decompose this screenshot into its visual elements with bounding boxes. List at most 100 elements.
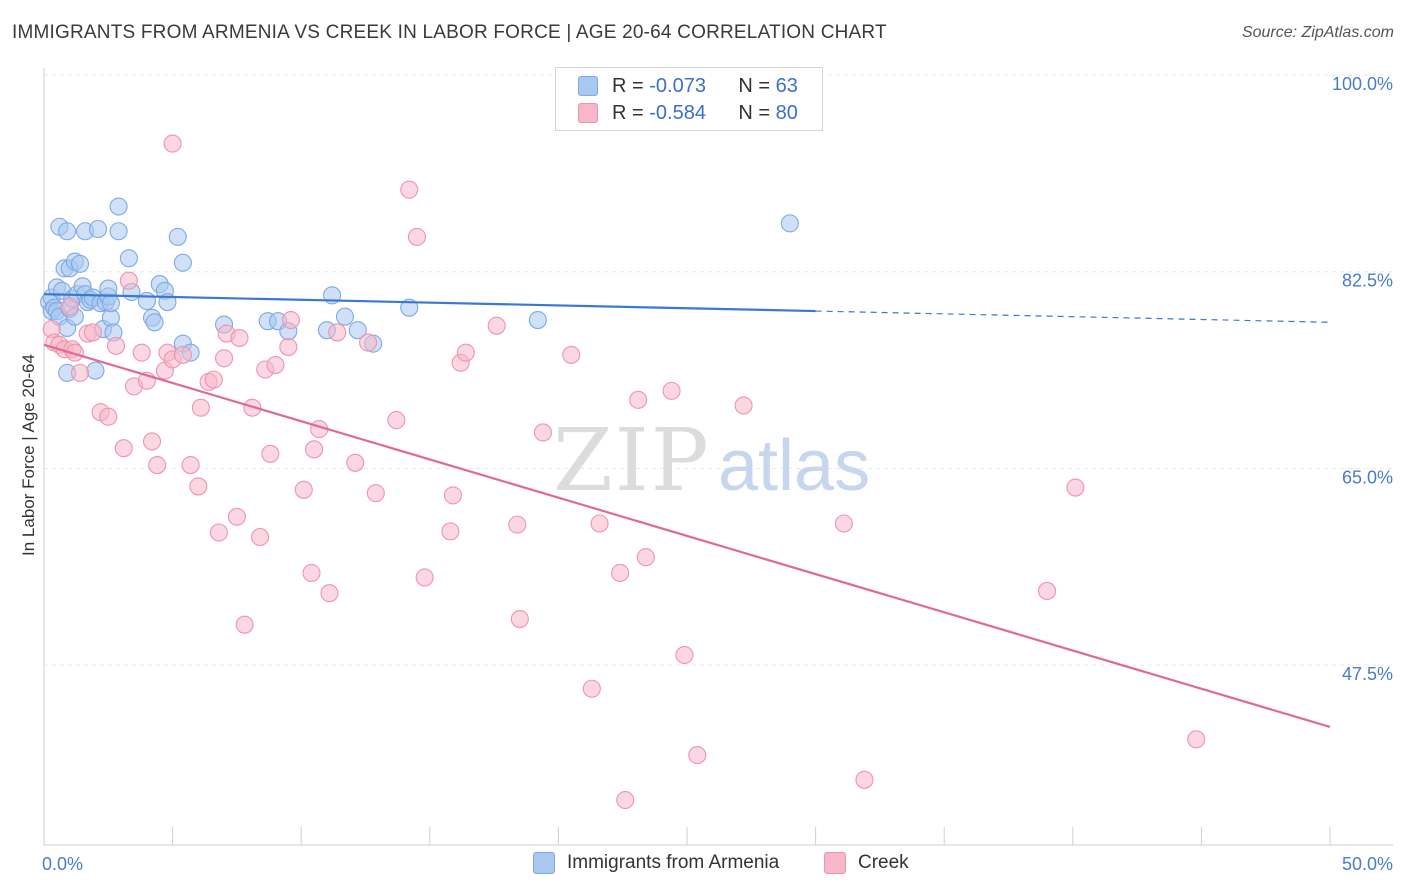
legend-n-value: 80 <box>775 101 798 124</box>
watermark-atlas: atlas <box>718 426 870 506</box>
point-creek <box>675 645 694 665</box>
point-creek <box>106 336 126 355</box>
point-creek <box>279 337 298 357</box>
point-armenia <box>119 249 138 268</box>
legend-r-value: -0.073 <box>649 74 706 97</box>
point-creek <box>294 480 313 499</box>
point-creek <box>400 180 419 199</box>
point-creek <box>191 398 210 417</box>
point-creek <box>119 271 138 290</box>
point-creek <box>60 297 79 316</box>
point-armenia <box>58 222 77 241</box>
point-creek <box>456 343 475 362</box>
bottom-legend-creek: Creek <box>824 852 909 874</box>
x-tick-label: 50.0% <box>1342 854 1393 874</box>
point-creek <box>662 381 681 400</box>
point-creek <box>834 514 853 533</box>
y-axis-label: In Labor Force | Age 20-64 <box>19 354 38 556</box>
point-armenia <box>70 254 90 273</box>
point-creek <box>83 323 102 342</box>
point-armenia <box>137 291 156 310</box>
watermark: ZIP atlas <box>553 411 870 511</box>
legend-r-label: R = <box>612 101 644 124</box>
point-creek <box>611 563 630 583</box>
point-creek <box>230 328 249 348</box>
point-creek <box>734 396 753 415</box>
point-creek <box>562 345 581 364</box>
point-creek <box>387 411 406 430</box>
point-creek <box>305 440 324 459</box>
y-tick-label: 100.0% <box>1332 74 1393 94</box>
point-creek <box>281 311 300 330</box>
bottom-legend-swatch-armenia <box>533 852 555 874</box>
point-creek <box>1038 581 1057 601</box>
point-creek <box>142 432 162 451</box>
point-creek <box>508 515 527 534</box>
y-tick-label: 47.5% <box>1342 664 1393 684</box>
point-creek <box>261 444 280 463</box>
legend-n-label: N = <box>738 101 771 124</box>
point-armenia <box>86 361 105 380</box>
legend-r-label: R = <box>612 74 644 97</box>
legend-r-value: -0.584 <box>649 101 706 124</box>
correlation-legend: R = -0.073 N = 63 R = -0.584 N = 80 <box>555 67 823 131</box>
x-tick-label: 0.0% <box>42 854 83 874</box>
point-creek <box>441 522 460 541</box>
point-creek <box>616 790 635 810</box>
point-armenia <box>780 214 799 233</box>
point-creek <box>582 679 601 698</box>
point-creek <box>415 568 434 587</box>
point-armenia <box>145 313 164 332</box>
trend-line-armenia <box>43 293 816 313</box>
bottom-legend-swatch-creek <box>824 852 846 874</box>
point-armenia <box>335 307 354 326</box>
point-creek <box>250 527 270 547</box>
point-creek <box>1066 478 1085 497</box>
watermark-zip: ZIP <box>553 411 711 511</box>
chart-title: IMMIGRANTS FROM ARMENIA VS CREEK IN LABO… <box>12 22 887 43</box>
point-creek <box>181 456 200 475</box>
y-tick-label: 82.5% <box>1342 271 1393 291</box>
point-creek <box>533 423 553 442</box>
point-creek <box>1187 730 1206 749</box>
point-creek <box>235 615 254 634</box>
point-creek <box>629 390 648 409</box>
point-creek <box>366 484 385 503</box>
point-armenia <box>168 227 187 246</box>
point-creek <box>148 456 167 475</box>
bottom-legend-label-creek: Creek <box>858 852 909 873</box>
point-armenia <box>173 253 192 272</box>
legend-swatch-armenia <box>578 76 598 96</box>
point-creek <box>407 227 426 246</box>
bottom-legend-label-armenia: Immigrants from Armenia <box>567 852 780 873</box>
point-creek <box>70 363 90 382</box>
point-creek <box>302 563 321 583</box>
point-armenia <box>109 197 128 216</box>
point-creek <box>855 770 874 789</box>
point-creek <box>487 316 506 335</box>
legend-n-value: 63 <box>775 74 798 97</box>
point-creek <box>173 345 192 364</box>
point-armenia <box>88 219 108 239</box>
point-creek <box>636 548 655 567</box>
point-creek <box>163 134 182 153</box>
point-creek <box>204 370 223 389</box>
point-creek <box>266 355 285 375</box>
point-creek <box>65 343 84 362</box>
legend-row-creek: R = -0.584 N = 80 <box>578 101 798 125</box>
point-creek <box>320 584 339 603</box>
trend-line-creek <box>43 343 1331 729</box>
point-creek <box>510 610 529 629</box>
point-creek <box>346 453 365 472</box>
legend-n-label: N = <box>738 74 771 97</box>
trend-line-armenia-extension <box>815 310 1331 323</box>
point-creek <box>132 343 151 362</box>
point-creek <box>99 407 118 426</box>
point-creek <box>590 514 609 533</box>
legend-swatch-creek <box>578 103 598 123</box>
point-armenia <box>400 298 419 317</box>
point-creek <box>359 333 378 352</box>
point-creek <box>214 349 234 368</box>
point-creek <box>189 477 208 496</box>
